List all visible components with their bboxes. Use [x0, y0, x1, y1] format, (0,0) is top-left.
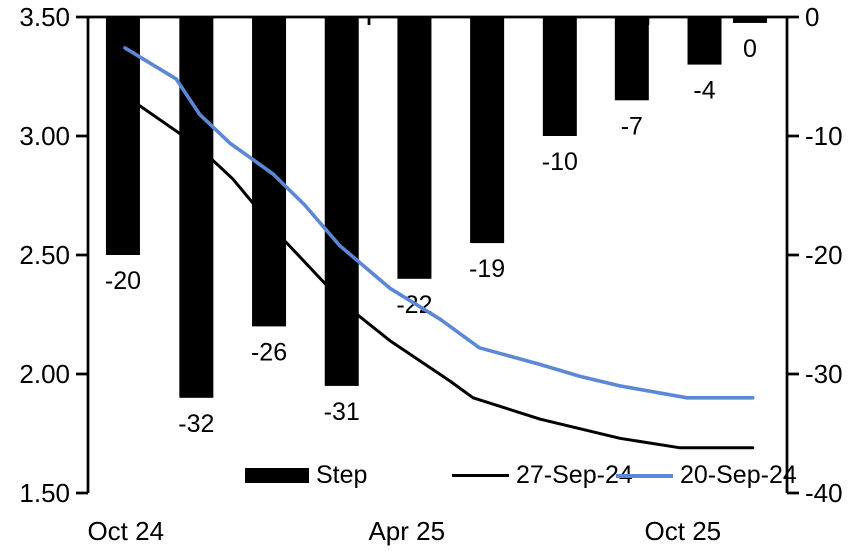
left-axis-tick-label: 3.00 — [19, 121, 70, 151]
right-axis-tick-label: 0 — [805, 2, 819, 32]
bar — [732, 17, 767, 23]
legend-label-27-sep-24: 27-Sep-24 — [516, 461, 633, 489]
series-line-20-Sep-24 — [123, 46, 755, 400]
legend-label-step: Step — [316, 461, 368, 489]
x-axis-label: Apr 25 — [368, 516, 445, 546]
left-axis-tick-label: 2.00 — [19, 359, 70, 389]
bar-label: -31 — [324, 398, 360, 426]
bar-label: -19 — [469, 255, 505, 283]
right-axis-tick-label: -20 — [805, 240, 843, 270]
left-axis-tick-label: 3.50 — [19, 2, 70, 32]
bar-label: -26 — [251, 338, 287, 366]
legend-label-20-sep-24: 20-Sep-24 — [680, 461, 797, 489]
bar — [105, 17, 140, 255]
bar — [542, 17, 577, 136]
bar-label: -32 — [178, 410, 214, 438]
right-axis-tick-label: -30 — [805, 359, 843, 389]
series-line-27-Sep-24 — [123, 94, 755, 450]
blue-line-swatch — [616, 473, 673, 478]
bar — [397, 17, 432, 279]
bar — [179, 17, 214, 398]
black-line-swatch — [452, 474, 509, 477]
right-axis-tick-label: -40 — [805, 478, 843, 508]
right-axis-tick-label: -10 — [805, 121, 843, 151]
bar — [687, 17, 722, 65]
bar-label: -20 — [105, 267, 141, 295]
legend-item-20-sep-24: 20-Sep-24 — [616, 463, 797, 488]
bar — [614, 17, 649, 101]
bar-label: 0 — [743, 35, 757, 63]
legend-item-27-sep-24: 27-Sep-24 — [452, 463, 633, 488]
bar — [470, 17, 505, 244]
x-axis-label: Oct 24 — [87, 516, 164, 546]
bar-label: -7 — [621, 112, 643, 140]
x-axis-label: Oct 25 — [645, 516, 722, 546]
step-bar-swatch — [245, 468, 309, 483]
bar-label: -10 — [542, 148, 578, 176]
legend-item-step: Step — [245, 463, 367, 488]
bar — [324, 17, 359, 386]
bar-label: -4 — [693, 77, 715, 105]
left-axis-tick-label: 2.50 — [19, 240, 70, 270]
left-axis-tick-label: 1.50 — [19, 478, 70, 508]
